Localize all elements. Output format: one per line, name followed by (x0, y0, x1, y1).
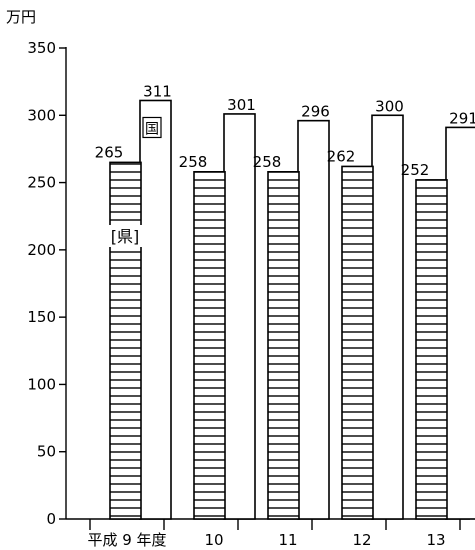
y-tick-label: 200 (27, 241, 56, 259)
bar-national (223, 113, 256, 520)
label-bg-prefecture (107, 225, 143, 247)
value-label-national: 291 (449, 109, 475, 127)
y-axis: 0 50 100 150 200 250 300 350 (27, 39, 67, 528)
x-tick-label: 11 (278, 531, 297, 549)
label-box-national (142, 116, 162, 139)
series-labels: 国 [県] (107, 116, 162, 247)
bar-national (371, 114, 404, 520)
y-tick-label: 350 (27, 39, 56, 57)
bar-prefecture (415, 179, 448, 520)
y-tick-label: 150 (27, 308, 56, 326)
y-tick-label: 50 (37, 443, 56, 461)
bar-prefecture (109, 161, 142, 520)
bar-national (297, 119, 330, 520)
y-tick-label: 250 (27, 174, 56, 192)
x-tick-label: 平成 9 年度 (87, 531, 166, 549)
value-label-national: 300 (375, 97, 404, 115)
x-tick-label: 10 (204, 531, 223, 549)
unit-label: 万円 (6, 8, 36, 26)
bar-prefecture (267, 171, 300, 520)
bar-prefecture (341, 165, 374, 520)
value-label-national: 301 (227, 96, 256, 114)
value-label-national: 296 (301, 103, 330, 121)
x-axis: 平成 9 年度 10 11 12 13 (66, 518, 470, 549)
bar-national (445, 126, 475, 520)
value-label-prefecture: 262 (327, 147, 356, 165)
y-tick-label: 0 (46, 510, 56, 528)
series-label-national: 国 (145, 121, 159, 137)
y-tick-label: 300 (27, 106, 56, 124)
value-label-prefecture: 258 (179, 153, 208, 171)
value-label-national: 311 (143, 82, 172, 100)
value-label-prefecture: 265 (95, 143, 124, 161)
bar-prefecture (193, 171, 226, 520)
y-tick-label: 100 (27, 375, 56, 393)
value-label-prefecture: 258 (253, 153, 282, 171)
value-label-prefecture: 252 (401, 161, 430, 179)
series-label-prefecture: [県] (111, 227, 140, 246)
x-tick-label: 12 (352, 531, 371, 549)
bar-national (139, 99, 172, 520)
bars (109, 99, 475, 520)
value-labels: 265 311 258 301 258 296 262 300 252 291 (95, 82, 475, 178)
x-tick-label: 13 (426, 531, 445, 549)
